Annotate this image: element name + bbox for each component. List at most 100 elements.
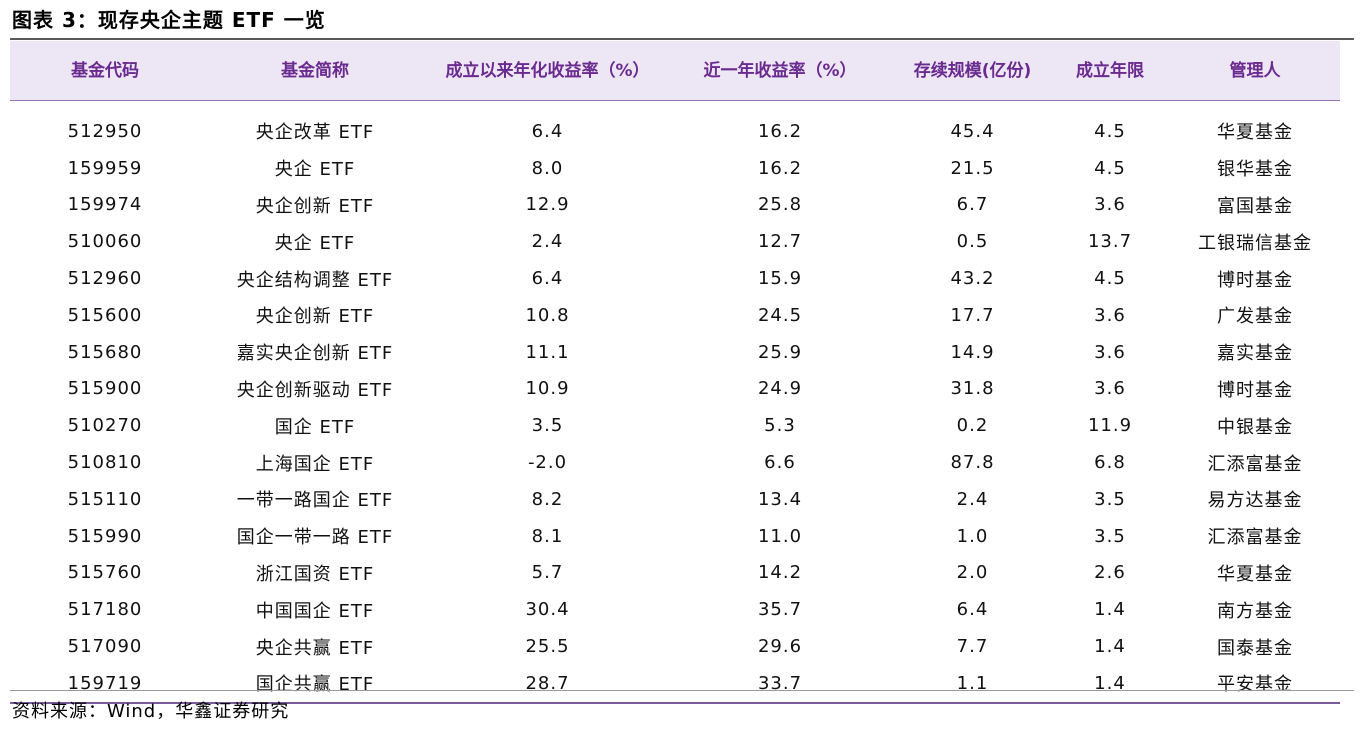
table-row: 510060 央企 ETF 2.4 12.7 0.5 13.7 工银瑞信基金 — [10, 223, 1340, 260]
cell-fund-size: 45.4 — [950, 120, 995, 142]
table-row: 159959 央企 ETF 8.0 16.2 21.5 4.5 银华基金 — [10, 150, 1340, 187]
cell-fund-size: 0.5 — [956, 231, 989, 253]
cell-fund-name: 一带一路国企 ETF — [236, 490, 394, 512]
cell-years-since-inception: 3.6 — [1094, 304, 1126, 326]
cell-fund-name: 浙江国资 ETF — [255, 563, 375, 585]
cell-fund-size: 0.2 — [956, 415, 989, 437]
cell-fund-code: 515110 — [67, 488, 143, 510]
cell-manager: 银华基金 — [1217, 159, 1293, 181]
table-body: 512950 央企改革 ETF 6.4 16.2 45.4 4.5 华夏基金 159959 央企… — [10, 101, 1340, 704]
cell-fund-name: 央企创新 ETF — [255, 195, 375, 217]
cell-one-year-return: 25.8 — [757, 194, 803, 216]
cell-fund-size: 7.7 — [956, 636, 989, 658]
cell-fund-size: 6.7 — [956, 194, 989, 216]
cell-manager: 嘉实基金 — [1217, 343, 1293, 365]
cell-years-since-inception: 4.5 — [1094, 157, 1126, 179]
table-row: 510270 国企 ETF 3.5 5.3 0.2 11.9 中银基金 — [10, 407, 1340, 444]
cell-one-year-return: 12.7 — [757, 231, 803, 253]
cell-one-year-return: 5.3 — [764, 415, 796, 437]
cell-annualized-return: 3.5 — [531, 415, 564, 437]
cell-fund-name: 央企 ETF — [274, 232, 356, 254]
cell-fund-name: 中国国企 ETF — [255, 600, 375, 622]
cell-years-since-inception: 4.5 — [1094, 120, 1126, 142]
cell-one-year-return: 6.6 — [764, 452, 796, 474]
cell-manager: 博时基金 — [1217, 269, 1293, 291]
cell-years-since-inception: 13.7 — [1087, 231, 1133, 253]
header-years-since-inception: 成立年限 — [1050, 41, 1170, 101]
cell-annualized-return: -2.0 — [527, 452, 568, 474]
table-row: 515900 央企创新驱动 ETF 10.9 24.9 31.8 3.6 博时基金 — [10, 371, 1340, 408]
cell-fund-name: 国企一带一路 ETF — [236, 527, 394, 549]
cell-fund-code: 515900 — [67, 378, 143, 400]
table-row: 512960 央企结构调整 ETF 6.4 15.9 43.2 4.5 博时基金 — [10, 260, 1340, 297]
cell-fund-name: 央企共赢 ETF — [255, 637, 375, 659]
cell-annualized-return: 6.4 — [531, 120, 564, 142]
table-header: 基金代码 基金简称 成立以来年化收益率（%） 近一年收益率（%） 存续规模(亿份… — [10, 41, 1340, 101]
table-row: 515680 嘉实央企创新 ETF 11.1 25.9 14.9 3.6 嘉实基金 — [10, 334, 1340, 371]
cell-one-year-return: 16.2 — [757, 120, 803, 142]
top-divider — [10, 38, 1354, 40]
cell-fund-code: 517090 — [67, 636, 143, 658]
cell-manager: 南方基金 — [1217, 600, 1293, 622]
cell-fund-size: 1.1 — [895, 664, 1050, 704]
cell-one-year-return: 24.5 — [757, 304, 803, 326]
cell-annualized-return: 25.5 — [525, 636, 570, 658]
header-fund-code: 基金代码 — [10, 41, 200, 101]
table-row: 512950 央企改革 ETF 6.4 16.2 45.4 4.5 华夏基金 — [10, 101, 1340, 150]
cell-fund-code: 515990 — [67, 525, 143, 547]
cell-fund-name: 央企创新 ETF — [255, 306, 375, 328]
cell-manager: 易方达基金 — [1207, 490, 1303, 512]
header-row: 基金代码 基金简称 成立以来年化收益率（%） 近一年收益率（%） 存续规模(亿份… — [10, 41, 1340, 101]
cell-fund-name: 上海国企 ETF — [255, 453, 375, 475]
cell-annualized-return: 6.4 — [531, 268, 564, 290]
cell-years-since-inception: 3.5 — [1094, 525, 1126, 547]
header-one-year-return: 近一年收益率（%） — [665, 41, 895, 101]
cell-one-year-return: 11.0 — [757, 525, 803, 547]
cell-fund-name: 国企 ETF — [274, 416, 356, 438]
figure-title: 图表 3：现存央企主题 ETF 一览 — [12, 8, 326, 32]
bottom-divider — [10, 690, 1354, 691]
cell-fund-code: 517180 — [67, 599, 143, 621]
cell-annualized-return: 2.4 — [531, 231, 564, 253]
cell-annualized-return: 11.1 — [525, 341, 570, 363]
cell-fund-size: 14.9 — [950, 341, 995, 363]
cell-manager: 平安基金 — [1170, 664, 1340, 704]
cell-fund-name: 央企结构调整 ETF — [236, 269, 394, 291]
cell-fund-size: 2.0 — [956, 562, 989, 584]
cell-annualized-return: 10.8 — [525, 304, 570, 326]
cell-one-year-return: 35.7 — [757, 599, 803, 621]
cell-manager: 华夏基金 — [1217, 122, 1293, 144]
cell-manager: 中银基金 — [1217, 416, 1293, 438]
cell-fund-name: 央企改革 ETF — [255, 122, 375, 144]
cell-fund-name: 嘉实央企创新 ETF — [236, 343, 394, 365]
cell-fund-size: 21.5 — [950, 157, 995, 179]
table-row: 159974 央企创新 ETF 12.9 25.8 6.7 3.6 富国基金 — [10, 187, 1340, 224]
table-row: 517090 央企共赢 ETF 25.5 29.6 7.7 1.4 国泰基金 — [10, 628, 1340, 665]
cell-annualized-return: 8.2 — [531, 488, 564, 510]
cell-fund-code: 510270 — [67, 415, 143, 437]
cell-years-since-inception: 1.4 — [1094, 636, 1126, 658]
cell-annualized-return: 5.7 — [531, 562, 564, 584]
cell-fund-size: 43.2 — [950, 268, 995, 290]
cell-fund-code: 510810 — [67, 452, 143, 474]
header-fund-size: 存续规模(亿份) — [895, 41, 1050, 101]
cell-fund-size: 87.8 — [950, 452, 995, 474]
cell-fund-code: 515760 — [67, 562, 143, 584]
cell-fund-size: 1.0 — [956, 525, 989, 547]
cell-fund-code: 159959 — [67, 157, 143, 179]
cell-years-since-inception: 1.4 — [1050, 664, 1170, 704]
table-row: 515110 一带一路国企 ETF 8.2 13.4 2.4 3.5 易方达基金 — [10, 481, 1340, 518]
table-row: 515600 央企创新 ETF 10.8 24.5 17.7 3.6 广发基金 — [10, 297, 1340, 334]
table-row: 515760 浙江国资 ETF 5.7 14.2 2.0 2.6 华夏基金 — [10, 555, 1340, 592]
cell-fund-size: 6.4 — [956, 599, 989, 621]
cell-fund-code: 512960 — [67, 268, 143, 290]
cell-manager: 博时基金 — [1217, 379, 1293, 401]
cell-years-since-inception: 3.5 — [1094, 488, 1126, 510]
cell-years-since-inception: 3.6 — [1094, 194, 1126, 216]
cell-manager: 汇添富基金 — [1207, 527, 1303, 549]
header-fund-name: 基金简称 — [200, 41, 430, 101]
cell-fund-code: 510060 — [67, 231, 143, 253]
cell-manager: 工银瑞信基金 — [1198, 232, 1312, 254]
cell-fund-name: 央企 ETF — [274, 159, 356, 181]
cell-years-since-inception: 4.5 — [1094, 268, 1126, 290]
